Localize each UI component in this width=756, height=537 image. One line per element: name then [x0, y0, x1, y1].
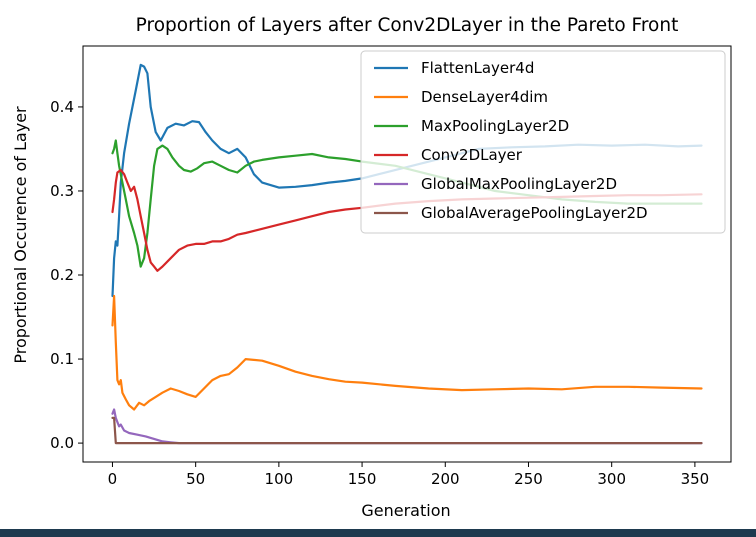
x-tick-label: 0: [108, 470, 118, 488]
y-tick-label: 0.4: [50, 98, 74, 116]
series-line-5: [111, 416, 703, 445]
x-axis-label: Generation: [361, 501, 450, 520]
x-tick-label: 50: [186, 470, 205, 488]
y-tick-label: 0.1: [50, 350, 74, 368]
legend-label-4: GlobalMaxPoolingLayer2D: [421, 175, 617, 193]
series-line-4: [111, 408, 703, 445]
plot-frame: [82, 45, 732, 463]
legend-label-0: FlattenLayer4d: [421, 59, 534, 77]
x-axis: 0 50 100 150 200 250 300 350: [108, 462, 710, 488]
x-tick-label: 200: [431, 470, 460, 488]
y-tick-label: 0.0: [50, 434, 74, 452]
legend: FlattenLayer4d DenseLayer4dim MaxPoolingLa…: [360, 50, 726, 234]
x-tick-label: 100: [265, 470, 294, 488]
y-axis: 0.0 0.1 0.2 0.3 0.4: [50, 98, 83, 452]
y-tick-label: 0.3: [50, 182, 74, 200]
legend-label-1: DenseLayer4dim: [421, 88, 548, 106]
bottom-strip: [0, 529, 756, 537]
y-tick-label: 0.2: [50, 266, 74, 284]
y-axis-label: Proportional Occurence of Layer: [11, 106, 30, 364]
x-tick-label: 150: [348, 470, 377, 488]
chart-title: Proportion of Layers after Conv2DLayer i…: [136, 15, 679, 36]
legend-label-2: MaxPoolingLayer2D: [421, 117, 569, 135]
x-tick-label: 350: [681, 470, 710, 488]
series-line-1: [111, 294, 703, 411]
legend-label-3: Conv2DLayer: [421, 146, 523, 164]
x-tick-label: 250: [514, 470, 543, 488]
legend-box: [360, 50, 726, 234]
x-tick-label: 300: [597, 470, 626, 488]
legend-label-5: GlobalAveragePoolingLayer2D: [421, 204, 648, 222]
